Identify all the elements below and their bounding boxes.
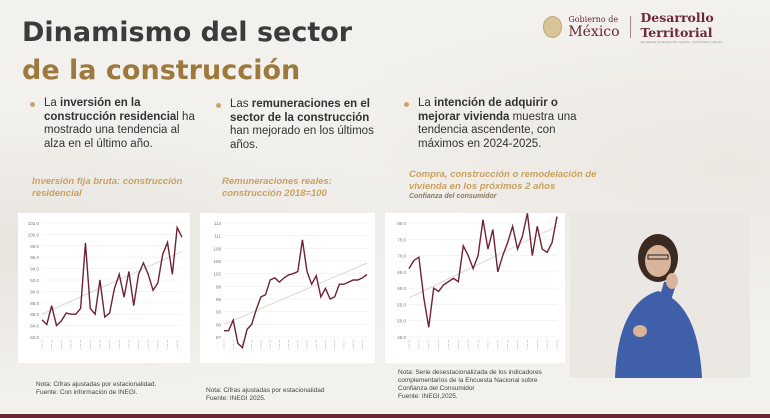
chart-3-footnote: Nota: Serie desestacionalizada de los in… bbox=[398, 369, 568, 401]
y-tick-label: 84.0 bbox=[30, 324, 39, 329]
y-tick-label: 100.0 bbox=[28, 232, 40, 237]
y-tick-label: 111 bbox=[214, 234, 221, 239]
bullet-1: La inversión en la construcción residenc… bbox=[28, 97, 196, 151]
y-tick-label: 90 bbox=[216, 322, 222, 327]
y-tick-label: 75.0 bbox=[397, 237, 406, 242]
b3-bold: intención de adquirir o mejorar vivienda bbox=[418, 97, 558, 123]
sign-language-interpreter-video bbox=[570, 213, 750, 378]
y-tick-label: 108 bbox=[213, 246, 221, 251]
footer-bar bbox=[0, 414, 770, 418]
bullet-3: La intención de adquirir o mejorar vivie… bbox=[402, 97, 580, 151]
trend-line bbox=[223, 262, 368, 325]
y-tick-label: 80.0 bbox=[397, 221, 406, 226]
trend-line bbox=[408, 225, 558, 299]
interpreter-figure bbox=[615, 234, 702, 378]
b1-post: l ha mostrado una tendencia al alza en e… bbox=[44, 110, 195, 150]
b2-post: han mejorado en los últimos años. bbox=[230, 125, 374, 151]
chart-2-note: Nota: Cifras ajustadas por estacionalida… bbox=[206, 387, 325, 394]
page-title: Dinamismo del sector de la construcción bbox=[22, 14, 352, 90]
logo-mexico: México bbox=[568, 24, 620, 40]
y-tick-label: 102 bbox=[213, 272, 221, 277]
y-tick-label: 96 bbox=[216, 297, 222, 302]
series-line bbox=[224, 239, 368, 349]
logo-gobierno: Gobierno de bbox=[568, 15, 619, 24]
government-logo: Gobierno de México Desarrollo Territoria… bbox=[543, 10, 770, 44]
y-tick-label: 88.0 bbox=[30, 301, 39, 306]
chart-3-subtitle: Confianza del consumidor bbox=[409, 193, 497, 200]
y-tick-label: 92.0 bbox=[30, 278, 39, 283]
y-tick-label: 86.0 bbox=[30, 312, 39, 317]
y-tick-label: 90.0 bbox=[30, 289, 39, 294]
y-tick-label: 50.0 bbox=[397, 319, 406, 324]
chart-2-source: Fuente: INEGI 2025. bbox=[206, 395, 266, 402]
series-line bbox=[41, 225, 183, 327]
bullet-2: Las remuneraciones en el sector de la co… bbox=[214, 98, 374, 152]
y-tick-label: 105 bbox=[213, 259, 221, 264]
y-tick-label: 70.0 bbox=[397, 254, 406, 259]
logo-dependencia: Desarrollo Territorial Secretaría de Desa… bbox=[640, 10, 770, 44]
trend-line bbox=[41, 250, 183, 315]
title-line-2: de la construcción bbox=[22, 55, 301, 86]
y-tick-label: 96.0 bbox=[30, 255, 39, 260]
y-tick-label: 87 bbox=[216, 335, 222, 340]
y-tick-label: 99 bbox=[216, 284, 222, 289]
chart-2-footnote: Nota: Cifras ajustadas por estacionalida… bbox=[206, 387, 376, 403]
y-tick-label: 45.0 bbox=[397, 335, 406, 340]
title-line-1: Dinamismo del sector bbox=[22, 17, 353, 48]
chart-residential-investment: 82.0 84.0 86.0 88.0 90.0 92.0 94.0 96.0 98.0 100.… bbox=[18, 213, 190, 363]
y-tick-label: 98.0 bbox=[30, 244, 39, 249]
seal-icon bbox=[543, 16, 563, 38]
chart-construction-wages: 87 90 93 96 99 102 105 108 111 114 bbox=[200, 213, 375, 363]
chart-3-note: Nota: Serie desestacionalizada de los in… bbox=[398, 369, 542, 392]
dependencia-sub: Secretaría de Desarrollo Agrario, Territ… bbox=[640, 40, 723, 44]
series-line bbox=[408, 213, 558, 328]
chart-1-footnote: Nota: Cifras ajustadas por estacionalida… bbox=[36, 381, 196, 397]
chart-3-title: Compra, construcción o remodelación de v… bbox=[409, 169, 597, 192]
b2-pre: Las bbox=[230, 98, 252, 110]
chart-1-source: Fuente: Con información de INEGI. bbox=[36, 389, 138, 396]
y-tick-label: 55.0 bbox=[397, 302, 406, 307]
y-tick-label: 65.0 bbox=[397, 270, 406, 275]
dependencia-name: Desarrollo Territorial bbox=[640, 10, 714, 40]
chart-housing-intention: 45.0 50.0 55.0 60.0 65.0 70.0 75.0 80.0 bbox=[385, 213, 565, 363]
chart-3-source: Fuente: INEGI,2025. bbox=[398, 393, 458, 400]
chart-3-title-block: Compra, construcción o remodelación de v… bbox=[409, 169, 609, 201]
chart-1-title: Inversión fija bruta: construcción resid… bbox=[32, 176, 183, 199]
y-tick-label: 60.0 bbox=[397, 286, 406, 291]
b1-pre: La bbox=[44, 97, 60, 109]
y-tick-label: 93 bbox=[216, 310, 222, 315]
chart-2-title: Remuneraciones reales: construcción 2018… bbox=[222, 176, 332, 199]
y-tick-label: 114 bbox=[214, 221, 222, 226]
gobierno-mexico: Gobierno de México bbox=[568, 15, 619, 39]
b3-post: muestra una tendencia ascendente, con má… bbox=[418, 110, 577, 150]
logo-divider bbox=[629, 16, 631, 38]
y-tick-label: 94.0 bbox=[30, 267, 39, 272]
b3-pre: La bbox=[418, 97, 434, 109]
y-tick-label: 102.0 bbox=[28, 221, 40, 226]
b1-bold: inversión en la construcción residencia bbox=[44, 97, 177, 123]
b2-bold: remuneraciones en el sector de la constr… bbox=[230, 98, 370, 124]
y-tick-label: 82.0 bbox=[30, 335, 39, 340]
chart-1-note: Nota: Cifras ajustadas por estacionalida… bbox=[36, 381, 157, 388]
